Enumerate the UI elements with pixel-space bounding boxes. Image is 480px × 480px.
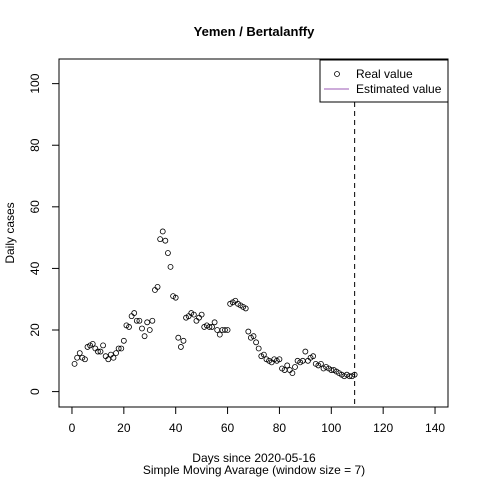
real-value-point <box>131 310 138 316</box>
real-value-point <box>276 356 283 363</box>
real-value-point <box>100 342 106 349</box>
real-value-point <box>118 345 125 352</box>
real-value-point <box>289 370 296 377</box>
real-value-point <box>136 317 143 324</box>
real-value-point <box>133 317 140 324</box>
y-axis-label: Daily cases <box>3 202 17 263</box>
legend-estimated-value-label: Estimated value <box>356 82 442 96</box>
x-axis: 0 20 40 60 80 100 120 140 <box>69 406 445 435</box>
real-value-point <box>146 327 153 333</box>
real-value-point <box>328 367 335 373</box>
real-value-point <box>172 294 179 301</box>
real-value-points <box>71 228 358 380</box>
x-axis-sublabel: Simple Moving Avarage (window size = 7) <box>143 463 365 477</box>
real-value-point <box>167 263 174 270</box>
real-value-point <box>115 345 122 352</box>
real-value-point <box>211 319 218 326</box>
x-tick-label: 40 <box>169 421 183 435</box>
real-value-point <box>216 331 223 338</box>
y-tick-label: 0 <box>28 388 42 395</box>
x-tick-label: 80 <box>273 421 287 435</box>
real-value-point <box>95 348 101 355</box>
real-value-point <box>292 364 298 370</box>
real-value-point <box>284 362 291 369</box>
real-value-point <box>177 344 184 350</box>
real-value-point <box>253 339 259 346</box>
real-value-point <box>245 328 252 335</box>
real-value-point <box>180 337 187 344</box>
real-value-point <box>224 327 231 333</box>
real-value-point <box>302 348 309 355</box>
real-value-point <box>198 311 205 318</box>
real-value-point <box>318 360 324 367</box>
y-tick-label: 40 <box>28 261 42 275</box>
x-tick-label: 60 <box>221 421 235 435</box>
real-value-point <box>206 324 213 330</box>
real-value-point <box>89 340 96 347</box>
x-axis-label: Days since 2020-05-16 <box>192 451 316 465</box>
real-value-point <box>162 237 169 244</box>
real-value-point <box>242 305 249 312</box>
real-value-point <box>141 333 148 340</box>
x-tick-label: 140 <box>425 421 445 435</box>
x-tick-label: 0 <box>69 421 76 435</box>
legend-real-value-marker <box>334 71 340 77</box>
real-value-point <box>113 350 119 357</box>
real-value-point <box>110 354 117 361</box>
real-value-point <box>190 311 197 318</box>
real-value-point <box>149 317 156 324</box>
x-tick-label: 120 <box>373 421 393 435</box>
real-value-point <box>144 319 151 326</box>
real-value-point <box>105 356 112 363</box>
real-value-point <box>157 236 164 243</box>
real-value-point <box>255 345 262 352</box>
real-value-point <box>71 360 78 367</box>
real-value-point <box>175 334 182 341</box>
y-tick-label: 100 <box>28 73 42 93</box>
x-tick-label: 20 <box>117 421 131 435</box>
real-value-point <box>154 283 161 290</box>
chart-title: Yemen / Bertalanffy <box>194 24 315 39</box>
real-value-point <box>120 337 127 344</box>
real-value-point <box>346 373 353 380</box>
x-tick-label: 100 <box>321 421 341 435</box>
legend: Real value Estimated value <box>319 59 449 103</box>
real-value-point <box>222 327 228 333</box>
real-value-point <box>159 228 166 235</box>
real-value-point <box>260 351 267 358</box>
y-axis: 0 20 40 60 80 100 <box>28 73 60 395</box>
real-value-point <box>209 324 215 330</box>
real-value-point <box>165 250 171 256</box>
y-tick-label: 60 <box>28 200 42 214</box>
real-value-point <box>250 333 257 340</box>
real-value-point <box>310 353 317 360</box>
legend-real-value-label: Real value <box>356 67 413 81</box>
legend-box <box>319 59 449 103</box>
real-value-point <box>82 356 88 363</box>
y-tick-label: 20 <box>28 323 42 337</box>
real-value-point <box>126 324 132 330</box>
real-value-point <box>139 325 145 332</box>
real-value-point <box>76 350 83 357</box>
y-tick-label: 80 <box>28 138 42 152</box>
real-value-point <box>97 348 104 355</box>
